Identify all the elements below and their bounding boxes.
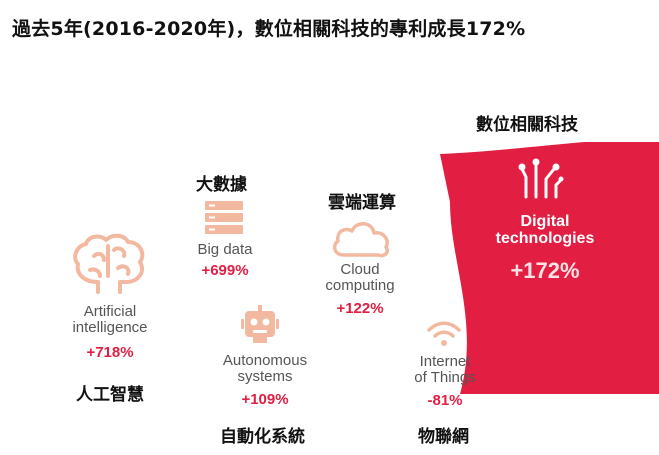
page-title: 過去5年(2016-2020年)，數位相關科技的專利成長172%: [12, 14, 525, 41]
autonomous-zh-label: 自動化系統: [220, 422, 305, 447]
cloud-en-label: Cloud computing: [300, 262, 420, 294]
iot-en-line2: of Things: [390, 370, 500, 386]
bigdata-en-label: Big data: [160, 242, 290, 258]
server-stack-icon: [205, 201, 243, 235]
ai-en-line2: intelligence: [40, 320, 180, 336]
digital-en-line2: technologies: [470, 230, 620, 247]
digital-en-label: Digital technologies: [470, 213, 620, 247]
digital-en-line1: Digital: [470, 213, 620, 230]
autonomous-en-line2: systems: [190, 369, 340, 385]
autonomous-en-label: Autonomous systems: [190, 353, 340, 385]
wifi-icon: [426, 318, 462, 348]
cloud-en-line2: computing: [300, 278, 420, 294]
circuit-icon: [516, 155, 564, 199]
bigdata-growth: +699%: [160, 262, 290, 279]
robot-icon: [241, 305, 279, 345]
cloud-en-line1: Cloud: [300, 262, 420, 278]
ai-zh-label: 人工智慧: [76, 380, 144, 405]
bigdata-zh-label: 大數據: [196, 170, 247, 195]
cloud-growth: +122%: [300, 300, 420, 317]
iot-en-label: Internet of Things: [390, 354, 500, 386]
autonomous-growth: +109%: [190, 391, 340, 408]
ai-growth: +718%: [40, 344, 180, 361]
iot-zh-label: 物聯網: [418, 422, 469, 447]
cloud-zh-label: 雲端運算: [328, 188, 396, 213]
cloud-icon: [330, 219, 392, 259]
digital-growth: +172%: [470, 258, 620, 284]
brain-icon: [70, 232, 148, 298]
ai-en-line1: Artificial: [40, 304, 180, 320]
iot-growth: -81%: [390, 392, 500, 409]
ai-en-label: Artificial intelligence: [40, 304, 180, 336]
autonomous-en-line1: Autonomous: [190, 353, 340, 369]
iot-en-line1: Internet: [390, 354, 500, 370]
digital-zh-label: 數位相關科技: [476, 110, 578, 135]
